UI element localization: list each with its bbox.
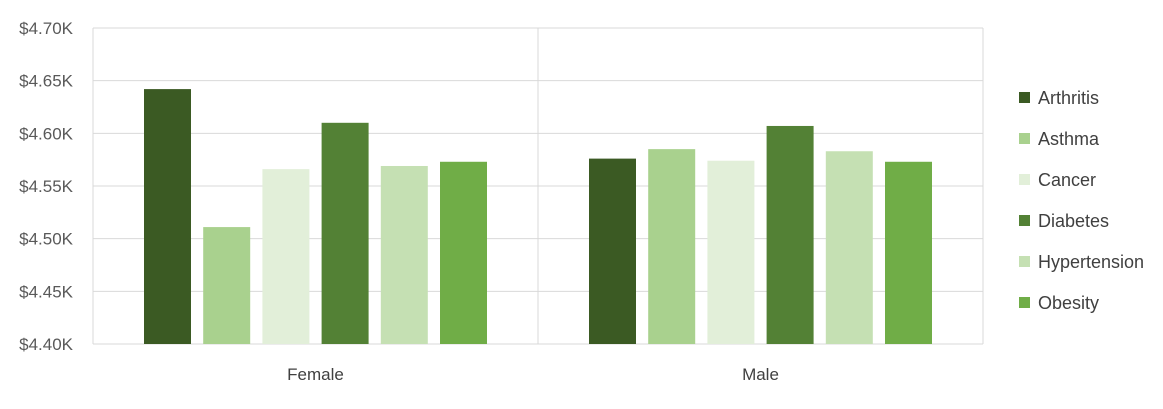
bar-cancer-male	[707, 160, 755, 344]
y-tick-label: $4.40K	[19, 335, 74, 354]
legend-swatch	[1019, 297, 1030, 308]
legend-label: Obesity	[1038, 293, 1099, 313]
bar-diabetes-male	[766, 125, 814, 345]
legend-label: Hypertension	[1038, 252, 1144, 272]
legend-swatch	[1019, 133, 1030, 144]
x-tick-label: Male	[742, 365, 779, 384]
y-tick-label: $4.60K	[19, 124, 74, 143]
y-axis: $4.40K $4.45K $4.50K $4.55K $4.60K $4.65K $4.7…	[19, 19, 74, 354]
bar-asthma-male	[648, 149, 696, 344]
bar-cancer-female	[262, 169, 310, 344]
bar-hypertension-female	[380, 165, 428, 344]
bar-arthritis-female	[144, 89, 191, 345]
bar-obesity-female	[440, 161, 487, 344]
bar-diabetes-female	[321, 122, 369, 344]
legend-label: Diabetes	[1038, 211, 1109, 231]
legend: Arthritis Asthma Cancer Diabetes Hypertensio…	[1019, 88, 1144, 313]
x-tick-label: Female	[287, 365, 344, 384]
legend-swatch	[1019, 174, 1030, 185]
legend-label: Cancer	[1038, 170, 1096, 190]
bars	[144, 89, 932, 345]
bar-arthritis-male	[589, 158, 636, 344]
x-axis: Female Male	[287, 365, 779, 384]
y-tick-label: $4.50K	[19, 230, 74, 249]
y-tick-label: $4.45K	[19, 282, 74, 301]
y-tick-label: $4.70K	[19, 19, 74, 38]
y-tick-label: $4.55K	[19, 177, 74, 196]
legend-swatch	[1019, 256, 1030, 267]
legend-swatch	[1019, 215, 1030, 226]
bar-obesity-male	[885, 161, 932, 344]
legend-label: Arthritis	[1038, 88, 1099, 108]
legend-label: Asthma	[1038, 129, 1100, 149]
legend-swatch	[1019, 92, 1030, 103]
y-tick-label: $4.65K	[19, 72, 74, 91]
bar-asthma-female	[203, 227, 251, 344]
bar-hypertension-male	[825, 151, 873, 344]
